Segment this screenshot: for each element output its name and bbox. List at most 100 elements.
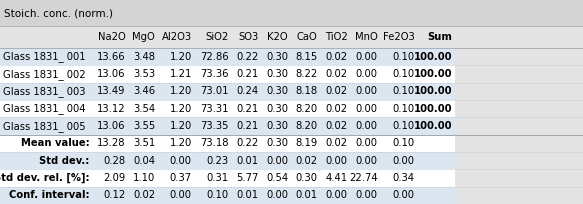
Bar [350, 48, 380, 65]
Bar [194, 152, 231, 169]
Text: 0.28: 0.28 [103, 156, 125, 166]
Bar [350, 135, 380, 152]
Text: 0.31: 0.31 [206, 173, 229, 183]
Bar [128, 135, 157, 152]
Text: 0.00: 0.00 [356, 69, 378, 79]
Bar [92, 26, 128, 48]
Bar [417, 65, 455, 83]
Bar [157, 48, 194, 65]
Text: Std dev. rel. [%]:: Std dev. rel. [%]: [0, 173, 90, 183]
Text: 73.36: 73.36 [200, 69, 229, 79]
Text: 0.54: 0.54 [266, 173, 288, 183]
Text: 13.06: 13.06 [97, 121, 125, 131]
Text: MnO: MnO [355, 32, 378, 42]
Bar [290, 169, 320, 187]
Text: 8.15: 8.15 [296, 52, 318, 62]
Bar [320, 65, 350, 83]
Text: 0.00: 0.00 [356, 138, 378, 148]
Bar [0, 48, 92, 65]
Text: 8.20: 8.20 [296, 121, 318, 131]
Bar [0, 118, 92, 135]
Text: 0.00: 0.00 [356, 86, 378, 96]
Text: 0.02: 0.02 [325, 121, 347, 131]
Bar [0, 26, 92, 48]
Bar [194, 100, 231, 118]
Bar [320, 169, 350, 187]
Text: 0.02: 0.02 [325, 86, 347, 96]
Text: 0.00: 0.00 [266, 156, 288, 166]
Text: Al2O3: Al2O3 [161, 32, 192, 42]
Text: 0.01: 0.01 [296, 190, 318, 200]
Text: 3.48: 3.48 [133, 52, 155, 62]
Text: SO3: SO3 [238, 32, 258, 42]
Text: 0.30: 0.30 [266, 104, 288, 114]
Bar [417, 135, 455, 152]
Bar [231, 169, 261, 187]
Text: 13.66: 13.66 [97, 52, 125, 62]
Text: Glass 1831_ 002: Glass 1831_ 002 [3, 69, 86, 80]
Bar [290, 152, 320, 169]
Text: 0.21: 0.21 [236, 69, 258, 79]
Bar [231, 118, 261, 135]
Bar [231, 187, 261, 204]
Text: 0.00: 0.00 [170, 190, 192, 200]
Bar [157, 100, 194, 118]
Bar [380, 169, 417, 187]
Text: 100.00: 100.00 [414, 104, 452, 114]
Text: 8.19: 8.19 [296, 138, 318, 148]
Text: TiO2: TiO2 [325, 32, 347, 42]
Bar [0, 169, 92, 187]
Text: 0.02: 0.02 [133, 190, 155, 200]
Text: 0.30: 0.30 [296, 173, 318, 183]
Bar [157, 118, 194, 135]
Bar [350, 83, 380, 100]
Text: 0.22: 0.22 [236, 138, 258, 148]
Bar [128, 26, 157, 48]
Bar [128, 118, 157, 135]
Bar [194, 26, 231, 48]
Bar [92, 187, 128, 204]
Bar [350, 187, 380, 204]
Text: 8.22: 8.22 [296, 69, 318, 79]
Text: 100.00: 100.00 [414, 52, 452, 62]
Bar [92, 135, 128, 152]
Bar [380, 118, 417, 135]
Text: 22.74: 22.74 [349, 173, 378, 183]
Bar [261, 83, 290, 100]
Bar [320, 152, 350, 169]
Text: 1.20: 1.20 [170, 86, 192, 96]
Bar [261, 65, 290, 83]
Bar [0, 152, 92, 169]
Text: 0.30: 0.30 [266, 69, 288, 79]
Bar [380, 100, 417, 118]
Bar [417, 100, 455, 118]
Text: 0.10: 0.10 [392, 104, 415, 114]
Text: 0.00: 0.00 [325, 190, 347, 200]
Bar [417, 118, 455, 135]
Bar [0, 100, 92, 118]
Text: 0.02: 0.02 [325, 69, 347, 79]
Bar [380, 152, 417, 169]
Bar [320, 187, 350, 204]
Text: 1.20: 1.20 [170, 121, 192, 131]
Text: 0.10: 0.10 [206, 190, 229, 200]
Text: 73.01: 73.01 [200, 86, 229, 96]
Text: 3.53: 3.53 [133, 69, 155, 79]
Text: 3.46: 3.46 [133, 86, 155, 96]
Bar [261, 48, 290, 65]
Text: 0.00: 0.00 [356, 52, 378, 62]
Text: 0.12: 0.12 [103, 190, 125, 200]
Bar [157, 169, 194, 187]
Text: 73.35: 73.35 [200, 121, 229, 131]
Bar [92, 118, 128, 135]
Bar [380, 48, 417, 65]
Text: 13.06: 13.06 [97, 69, 125, 79]
Text: 100.00: 100.00 [414, 121, 452, 131]
Text: K2O: K2O [268, 32, 288, 42]
Bar [194, 169, 231, 187]
Text: MgO: MgO [132, 32, 155, 42]
Bar [157, 152, 194, 169]
Bar [194, 118, 231, 135]
Text: 0.00: 0.00 [356, 104, 378, 114]
Bar [128, 83, 157, 100]
